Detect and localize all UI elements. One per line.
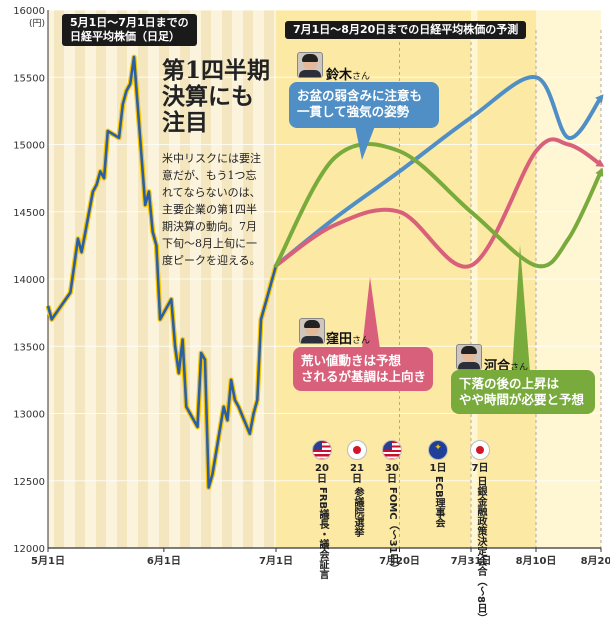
event-label: FOMC（〜31日） <box>386 487 398 574</box>
callout-line: 荒い値動きは予想 <box>301 353 425 369</box>
avatar-suzuki <box>297 52 323 78</box>
x-tick-label: 6月1日 <box>147 555 181 567</box>
callout-line: 一貫して強気の姿勢 <box>297 104 431 120</box>
japan-flag-icon <box>470 440 490 460</box>
event-date: 7日 <box>469 463 491 474</box>
event-label: 日銀金融政策決定会合（〜8日） <box>474 476 486 623</box>
eu-flag-icon <box>428 440 448 460</box>
y-tick-label: 14000 <box>13 275 45 286</box>
event-ecb-meeting: 1日 ECB理事会 <box>427 440 449 528</box>
x-tick-label: 7月1日 <box>259 555 293 567</box>
y-tick-label: 16000 <box>13 6 45 17</box>
left-title-line-2: 日経平均株価（日足） <box>70 30 189 44</box>
callout-line: 下落の後の上昇は <box>459 376 587 392</box>
us-flag-icon <box>382 440 402 460</box>
body-line: 米中リスクには要注 <box>162 150 274 167</box>
event-boj-meeting: 7日 日銀金融政策決定会合（〜8日） <box>469 440 491 623</box>
us-flag-icon <box>312 440 332 460</box>
event-label: FRB議長・議会証言 <box>316 487 328 579</box>
body-line: 下旬〜8月上旬に一 <box>162 235 274 252</box>
avatar-kawai <box>456 344 482 370</box>
y-tick-label: 12500 <box>13 477 45 488</box>
headline-line: 注目 <box>162 110 270 136</box>
callout-kubota: 荒い値動きは予想 されるが基調は上向き <box>293 347 433 391</box>
y-tick-label: 12000 <box>13 544 45 555</box>
right-panel-title: 7月1日〜8月20日までの日経平均株価の予測 <box>285 21 526 39</box>
x-tick-label: 8月20日 <box>581 555 610 567</box>
analyst-name-kubota: 窪田さん <box>326 328 370 347</box>
y-axis: 12000 12500 13000 13500 14000 14500 15000 15500… <box>13 6 48 555</box>
event-date: 20日 <box>311 463 333 485</box>
headline-line: 決算にも <box>162 84 270 110</box>
avatar-kubota <box>299 318 325 344</box>
event-upper-house-election: 21日 参議院選挙 <box>346 440 368 537</box>
callout-kawai: 下落の後の上昇は やや時間が必要と予想 <box>451 370 595 414</box>
japan-flag-icon <box>347 440 367 460</box>
honorific: さん <box>352 72 370 82</box>
callout-suzuki: お盆の弱含みに注意も 一貫して強気の姿勢 <box>289 82 439 128</box>
body-line: 期決算の動向。7月 <box>162 218 274 235</box>
y-unit-label: (円) <box>29 18 45 29</box>
body-line: れてならないのは、 <box>162 184 274 201</box>
x-tick-label: 5月1日 <box>31 555 65 567</box>
x-tick-label: 8月10日 <box>516 555 557 567</box>
y-tick-label: 14500 <box>13 208 45 219</box>
callout-line: お盆の弱含みに注意も <box>297 88 431 104</box>
headline: 第1四半期 決算にも 注目 <box>162 58 270 136</box>
callout-line: されるが基調は上向き <box>301 369 425 385</box>
body-line: 意だが、もう1つ忘 <box>162 167 274 184</box>
analyst-name-suzuki: 鈴木さん <box>326 64 370 83</box>
analyst-name-text: 窪田 <box>326 332 352 347</box>
y-tick-label: 15500 <box>13 73 45 84</box>
honorific: さん <box>352 336 370 346</box>
y-tick-label: 13500 <box>13 342 45 353</box>
event-date: 30日 <box>381 463 403 485</box>
event-date: 21日 <box>346 463 368 485</box>
y-tick-label: 15000 <box>13 141 45 152</box>
y-tick-label: 13000 <box>13 410 45 421</box>
event-label: 参議院選挙 <box>351 487 363 537</box>
event-label: ECB理事会 <box>432 476 444 528</box>
left-panel-title: 5月1日〜7月1日までの 日経平均株価（日足） <box>62 14 197 46</box>
headline-line: 第1四半期 <box>162 58 270 84</box>
analyst-name-text: 鈴木 <box>326 68 352 83</box>
event-frb-testimony: 20日 FRB議長・議会証言 <box>311 440 333 579</box>
event-date: 1日 <box>427 463 449 474</box>
body-line: 度ピークを迎える。 <box>162 252 274 269</box>
article-body: 米中リスクには要注 意だが、もう1つ忘 れてならないのは、 主要企業の第1四半 … <box>162 150 274 269</box>
callout-line: やや時間が必要と予想 <box>459 392 587 408</box>
body-line: 主要企業の第1四半 <box>162 201 274 218</box>
event-fomc: 30日 FOMC（〜31日） <box>381 440 403 574</box>
left-title-line-1: 5月1日〜7月1日までの <box>70 16 189 30</box>
